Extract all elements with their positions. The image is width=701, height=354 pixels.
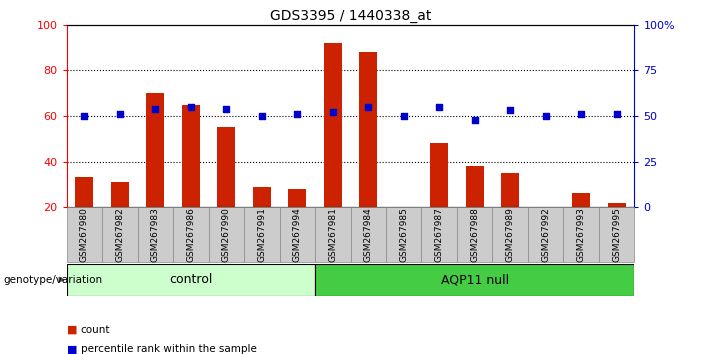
Bar xyxy=(457,207,492,262)
Point xyxy=(114,111,125,117)
Bar xyxy=(572,193,590,207)
Bar xyxy=(111,182,129,207)
Point xyxy=(221,106,232,112)
Bar xyxy=(430,143,448,207)
Text: AQP11 null: AQP11 null xyxy=(441,273,509,286)
Bar xyxy=(492,207,528,262)
Bar xyxy=(67,207,102,262)
Bar xyxy=(253,187,271,207)
Text: GSM267994: GSM267994 xyxy=(293,207,301,262)
Bar xyxy=(76,177,93,207)
Bar xyxy=(350,207,386,262)
Bar xyxy=(217,127,235,207)
Bar xyxy=(608,202,625,207)
Point xyxy=(469,117,480,122)
Text: GSM267995: GSM267995 xyxy=(612,207,621,262)
Bar xyxy=(102,207,137,262)
Text: GSM267988: GSM267988 xyxy=(470,207,479,262)
Bar xyxy=(324,43,341,207)
Text: GSM267991: GSM267991 xyxy=(257,207,266,262)
Text: GSM267986: GSM267986 xyxy=(186,207,196,262)
Bar xyxy=(421,207,457,262)
Text: GSM267984: GSM267984 xyxy=(364,207,373,262)
Text: percentile rank within the sample: percentile rank within the sample xyxy=(81,344,257,354)
Text: genotype/variation: genotype/variation xyxy=(4,275,102,285)
Bar xyxy=(280,207,315,262)
Point xyxy=(292,111,303,117)
Bar xyxy=(386,207,421,262)
Point xyxy=(434,104,445,110)
Point xyxy=(150,106,161,112)
Bar xyxy=(209,207,244,262)
Point xyxy=(505,108,516,113)
Bar xyxy=(501,173,519,207)
Bar xyxy=(182,104,200,207)
Bar xyxy=(173,207,209,262)
Text: GSM267983: GSM267983 xyxy=(151,207,160,262)
Point xyxy=(576,111,587,117)
Bar xyxy=(244,207,280,262)
Bar xyxy=(288,189,306,207)
Text: ■: ■ xyxy=(67,325,77,335)
Bar xyxy=(360,52,377,207)
Text: GSM267992: GSM267992 xyxy=(541,207,550,262)
Text: GSM267982: GSM267982 xyxy=(116,207,124,262)
Point xyxy=(256,113,267,119)
Text: GSM267980: GSM267980 xyxy=(80,207,89,262)
Point xyxy=(362,104,374,110)
Point xyxy=(611,111,622,117)
Text: GSM267989: GSM267989 xyxy=(505,207,515,262)
Point xyxy=(398,113,409,119)
Text: GDS3395 / 1440338_at: GDS3395 / 1440338_at xyxy=(270,9,431,23)
Bar xyxy=(137,207,173,262)
Text: GSM267985: GSM267985 xyxy=(400,207,408,262)
Point xyxy=(185,104,196,110)
Bar xyxy=(599,207,634,262)
Text: control: control xyxy=(169,273,212,286)
Text: ■: ■ xyxy=(67,344,77,354)
Point xyxy=(79,113,90,119)
Point xyxy=(327,109,339,115)
Text: GSM267987: GSM267987 xyxy=(435,207,444,262)
Bar xyxy=(67,264,315,296)
Bar xyxy=(147,93,164,207)
Text: count: count xyxy=(81,325,110,335)
Text: GSM267990: GSM267990 xyxy=(222,207,231,262)
Point xyxy=(540,113,551,119)
Bar xyxy=(315,264,634,296)
Bar xyxy=(466,166,484,207)
Bar xyxy=(564,207,599,262)
Text: GSM267993: GSM267993 xyxy=(577,207,585,262)
Bar xyxy=(528,207,564,262)
Text: GSM267981: GSM267981 xyxy=(328,207,337,262)
Bar xyxy=(315,207,350,262)
